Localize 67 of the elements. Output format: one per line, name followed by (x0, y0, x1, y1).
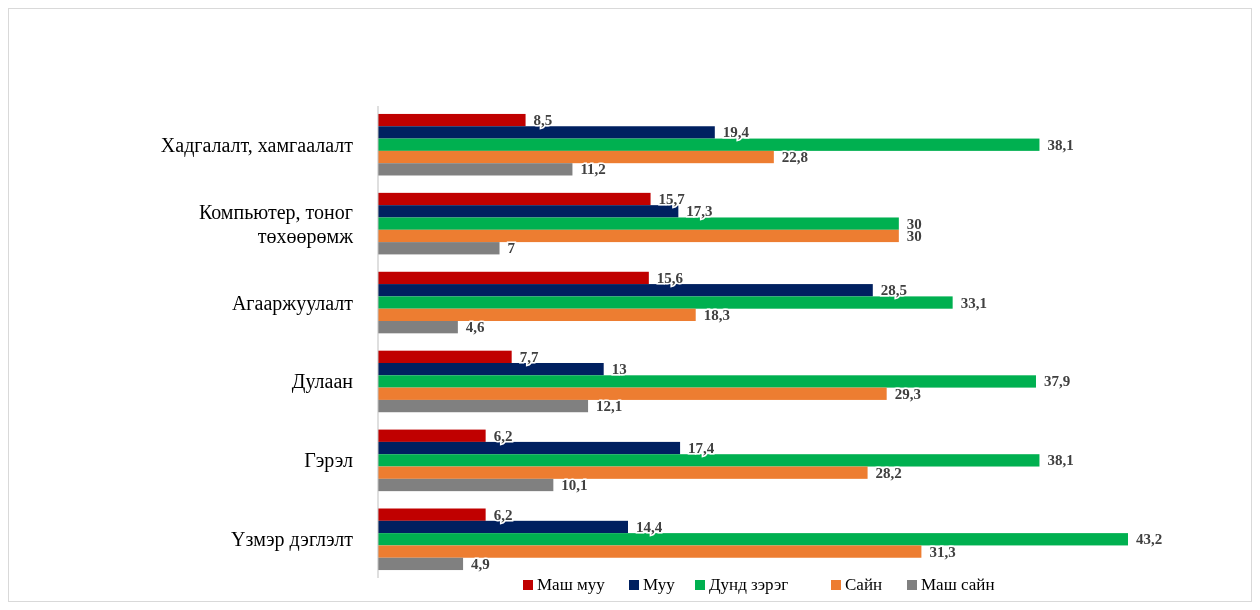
legend-label: Дунд зэрэг (709, 575, 789, 594)
bar (378, 429, 486, 442)
data-label: 17,3 (686, 203, 713, 220)
bar (378, 138, 1040, 151)
bar (378, 466, 868, 479)
data-label: 28,2 (875, 464, 902, 481)
bar (378, 192, 651, 206)
data-label: 31,3 (929, 543, 956, 560)
bar (378, 350, 512, 363)
data-label: 7,7 (519, 348, 539, 365)
data-label: 43,2 (1136, 531, 1163, 548)
bar (378, 113, 526, 127)
bar (378, 271, 649, 285)
bar (378, 387, 887, 400)
bar (378, 296, 953, 309)
bar (378, 205, 679, 218)
bar (378, 229, 899, 243)
data-label: 11,2 (580, 161, 606, 178)
bar (378, 375, 1036, 388)
bar (378, 321, 458, 334)
data-label: 15,7 (658, 191, 686, 208)
data-label: 18,3 (703, 306, 730, 323)
data-label: 38,1 (1047, 136, 1074, 153)
data-label: 29,3 (894, 385, 921, 402)
data-label: 30 (906, 215, 922, 232)
y-tick-label: Гэрэл (304, 449, 354, 473)
bar (378, 478, 554, 492)
data-label: 12,1 (596, 398, 623, 415)
y-tick-label: Агааржуулалт (231, 291, 354, 315)
data-label: 28,5 (880, 282, 908, 299)
data-label: 17,4 (688, 440, 715, 457)
bar (378, 557, 464, 571)
bar (378, 545, 922, 558)
data-label: 14,4 (636, 518, 663, 535)
bar (378, 399, 589, 413)
legend-label: Маш сайн (921, 575, 995, 594)
bar (378, 163, 573, 176)
bar (378, 308, 696, 322)
data-label: 37,9 (1043, 373, 1071, 390)
data-label: 7 (507, 240, 516, 257)
data-label: 15,6 (656, 269, 684, 286)
data-label: 4,9 (471, 555, 490, 572)
y-tick-label: Хадгалалт, хамгаалалт (160, 133, 354, 157)
bar (378, 217, 899, 230)
legend-label: Маш муу (537, 575, 606, 594)
data-label: 10,1 (561, 476, 588, 493)
legend-label: Муу (643, 575, 676, 594)
y-tick-label: Дулаан (291, 370, 354, 394)
legend-label: Сайн (845, 575, 883, 594)
data-label: 38,1 (1047, 452, 1074, 469)
data-label: 8,5 (533, 112, 553, 129)
data-label: 13 (611, 361, 627, 378)
bar (378, 150, 774, 164)
data-label: 19,4 (722, 124, 750, 141)
bar (378, 454, 1040, 467)
bar (378, 126, 715, 139)
y-tick-label: Үзмэр дэглэлт (231, 528, 354, 552)
data-label: 33,1 (960, 294, 987, 311)
data-label: 22,8 (781, 149, 809, 166)
bar (378, 284, 873, 297)
bar (378, 508, 486, 521)
data-label: 4,6 (465, 319, 486, 336)
data-label: 6,2 (493, 427, 513, 444)
bar (378, 242, 500, 255)
bar (378, 533, 1128, 546)
y-tick-label: Компьютер, тоног төхөөрөмж (198, 200, 354, 248)
data-label: 6,2 (493, 506, 513, 523)
